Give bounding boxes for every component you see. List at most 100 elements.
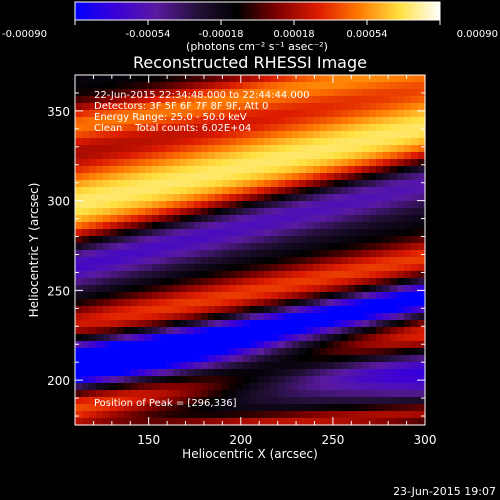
heatmap-cell (117, 152, 125, 160)
heatmap-cell (411, 334, 419, 342)
heatmap-cell (222, 180, 230, 188)
heatmap-cell (222, 383, 230, 391)
heatmap-cell (285, 229, 293, 237)
heatmap-cell (264, 320, 272, 328)
heatmap-cell (376, 418, 384, 426)
heatmap-cell (194, 201, 202, 209)
heatmap-cell (264, 152, 272, 160)
heatmap-cell (362, 418, 370, 426)
heatmap-cell (173, 418, 181, 426)
heatmap-cell (299, 110, 307, 118)
heatmap-cell (397, 194, 405, 202)
heatmap-cell (96, 264, 104, 272)
heatmap-cell (257, 397, 265, 405)
heatmap-cell (75, 313, 83, 321)
heatmap-cell (75, 264, 83, 272)
heatmap-cell (201, 271, 209, 279)
heatmap-cell (131, 397, 139, 405)
heatmap-cell (117, 173, 125, 181)
heatmap-cell (110, 257, 118, 265)
heatmap-cell (180, 229, 188, 237)
heatmap-cell (320, 306, 328, 314)
heatmap-cell (124, 222, 132, 230)
heatmap-cell (299, 243, 307, 251)
heatmap-cell (341, 264, 349, 272)
heatmap-cell (201, 138, 209, 146)
heatmap-cell (369, 194, 377, 202)
heatmap-cell (397, 383, 405, 391)
heatmap-cell (75, 82, 83, 90)
heatmap-cell (236, 222, 244, 230)
heatmap-cell (341, 404, 349, 412)
heatmap-cell (215, 271, 223, 279)
heatmap-cell (271, 264, 279, 272)
heatmap-cell (96, 229, 104, 237)
heatmap-cell (103, 103, 111, 111)
heatmap-cell (397, 397, 405, 405)
heatmap-cell (215, 369, 223, 377)
heatmap-cell (222, 187, 230, 195)
heatmap-cell (348, 208, 356, 216)
heatmap-cell (173, 229, 181, 237)
heatmap-cell (82, 341, 90, 349)
heatmap-cell (117, 187, 125, 195)
heatmap-cell (327, 271, 335, 279)
heatmap-cell (145, 229, 153, 237)
heatmap-cell (138, 208, 146, 216)
heatmap-cell (355, 194, 363, 202)
heatmap-cell (313, 334, 321, 342)
heatmap-cell (194, 313, 202, 321)
heatmap-cell (271, 278, 279, 286)
heatmap-cell (243, 397, 251, 405)
heatmap-cell (404, 411, 412, 419)
heatmap-cell (404, 404, 412, 412)
heatmap-cell (159, 285, 167, 293)
heatmap-cell (355, 404, 363, 412)
heatmap-cell (411, 390, 419, 398)
heatmap-cell (257, 201, 265, 209)
heatmap-cell (103, 369, 111, 377)
heatmap-cell (222, 355, 230, 363)
heatmap-cell (173, 362, 181, 370)
heatmap-cell (418, 166, 426, 174)
heatmap-cell (404, 383, 412, 391)
heatmap-cell (376, 278, 384, 286)
heatmap-cell (306, 397, 314, 405)
heatmap-cell (418, 222, 426, 230)
heatmap-cell (201, 327, 209, 335)
heatmap-cell (313, 96, 321, 104)
heatmap-cell (250, 313, 258, 321)
heatmap-cell (159, 320, 167, 328)
heatmap-cell (208, 166, 216, 174)
heatmap-cell (201, 173, 209, 181)
heatmap-cell (110, 145, 118, 153)
heatmap-cell (110, 110, 118, 118)
heatmap-cell (397, 124, 405, 132)
heatmap-cell (327, 110, 335, 118)
heatmap-cell (369, 404, 377, 412)
heatmap-cell (173, 257, 181, 265)
heatmap-cell (369, 215, 377, 223)
heatmap-cell (341, 208, 349, 216)
heatmap-cell (229, 145, 237, 153)
heatmap-cell (103, 194, 111, 202)
heatmap-cell (285, 243, 293, 251)
heatmap-cell (96, 348, 104, 356)
heatmap-cell (411, 278, 419, 286)
heatmap-cell (166, 110, 174, 118)
heatmap-cell (257, 243, 265, 251)
heatmap-cell (299, 229, 307, 237)
heatmap-cell (110, 334, 118, 342)
heatmap-cell (194, 397, 202, 405)
heatmap-cell (418, 152, 426, 160)
heatmap-cell (271, 411, 279, 419)
heatmap-cell (222, 173, 230, 181)
heatmap-cell (243, 362, 251, 370)
heatmap-cell (145, 397, 153, 405)
heatmap-cell (82, 271, 90, 279)
heatmap-cell (208, 145, 216, 153)
heatmap-cell (348, 271, 356, 279)
heatmap-cell (292, 138, 300, 146)
heatmap-cell (383, 201, 391, 209)
heatmap-cell (418, 348, 426, 356)
